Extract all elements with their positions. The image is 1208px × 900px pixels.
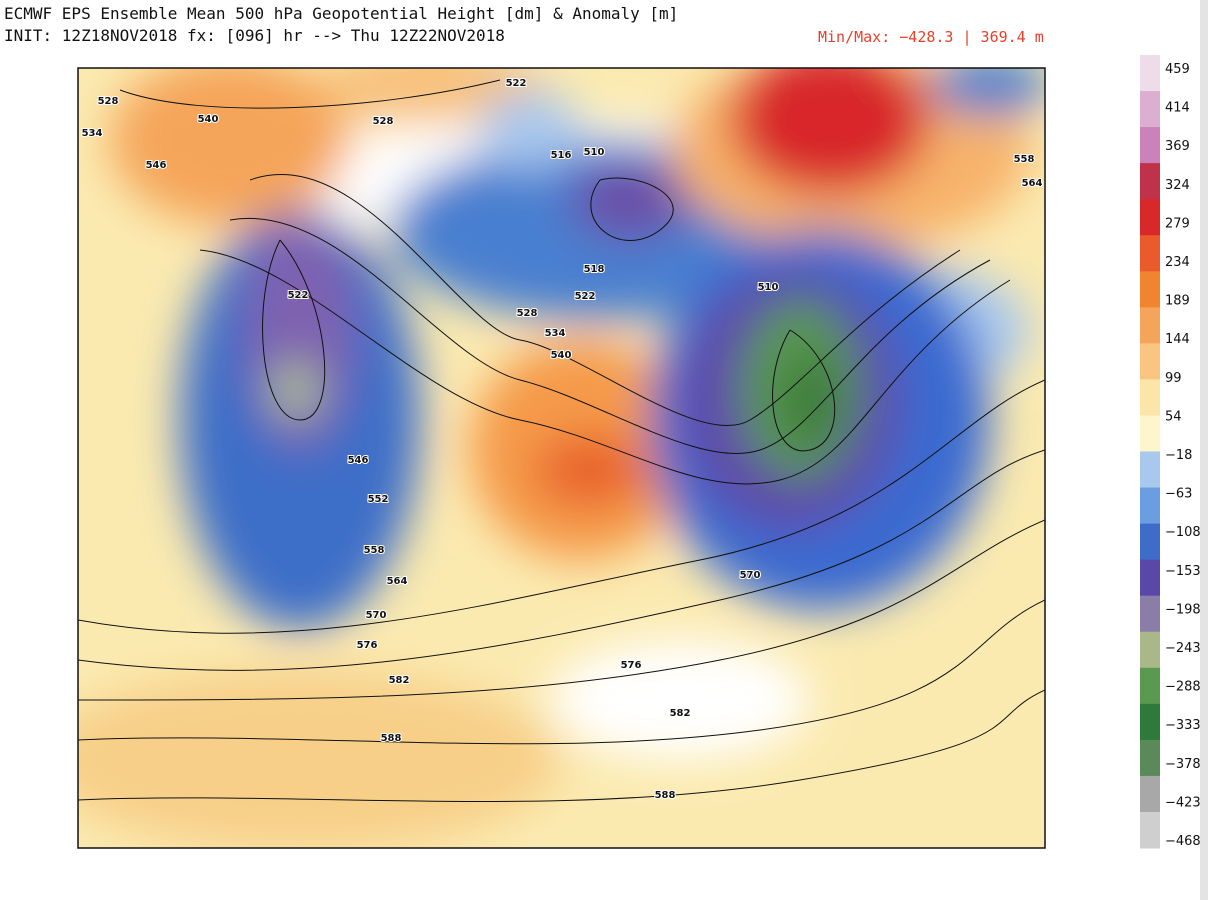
- colorbar-label: 414: [1165, 101, 1190, 116]
- contour-label: 540: [551, 350, 572, 361]
- colorbar-swatch: [1140, 667, 1160, 705]
- scrollbar: [1200, 0, 1208, 900]
- contour-label: 570: [366, 610, 387, 621]
- min-max: Min/Max: −428.3 | 369.4 m: [818, 28, 1044, 46]
- colorbar-label: 459: [1165, 62, 1190, 77]
- contour-label: 576: [621, 660, 642, 671]
- contour-label: 564: [387, 576, 408, 587]
- contour-label: 510: [584, 147, 605, 158]
- init-line: INIT: 12Z18NOV2018 fx: [096] hr --> Thu …: [4, 26, 505, 45]
- colorbar-label: −243: [1165, 641, 1201, 656]
- contour-label: 546: [146, 160, 167, 171]
- contour-label: 546: [348, 455, 369, 466]
- contour-label: 534: [545, 328, 566, 339]
- colorbar-label: −468: [1165, 834, 1201, 849]
- colorbar-swatch: [1140, 91, 1160, 128]
- contour-label: 534: [82, 128, 103, 139]
- contour-label: 516: [551, 150, 572, 161]
- colorbar-swatch: [1140, 199, 1160, 236]
- colorbar-label: 99: [1165, 371, 1182, 386]
- colorbar-label: 189: [1165, 294, 1190, 309]
- colorbar-swatch: [1140, 559, 1160, 597]
- colorbar-label: 279: [1165, 216, 1190, 231]
- colorbar-swatch: [1140, 235, 1160, 272]
- colorbar-label: 324: [1165, 178, 1190, 193]
- contour-label: 528: [517, 308, 538, 319]
- contour-label: 528: [98, 96, 119, 107]
- colorbar-label: 369: [1165, 139, 1190, 154]
- contour-label: 522: [506, 78, 527, 89]
- title: ECMWF EPS Ensemble Mean 500 hPa Geopoten…: [4, 4, 679, 23]
- colorbar-label: −108: [1165, 525, 1201, 540]
- contour-label: 522: [575, 291, 596, 302]
- colorbar-label: −153: [1165, 564, 1201, 579]
- colorbar-label: −288: [1165, 680, 1201, 695]
- contour-label: 518: [584, 264, 605, 275]
- contour-label: 564: [1022, 178, 1043, 189]
- colorbar-swatch: [1140, 379, 1160, 416]
- colorbar-label: −423: [1165, 795, 1201, 810]
- contours: [78, 79, 1045, 803]
- contour-label: 552: [368, 494, 389, 505]
- colorbar-swatch: [1140, 487, 1160, 525]
- colorbar-label: −333: [1165, 718, 1201, 733]
- contour-label: 582: [389, 675, 410, 686]
- contour-label: 588: [655, 790, 676, 801]
- contour-label: 528: [373, 116, 394, 127]
- contour-label: 570: [740, 570, 761, 581]
- colorbar-label: −198: [1165, 602, 1201, 617]
- contour-label: 510: [758, 282, 779, 293]
- colorbar-swatch: [1140, 343, 1160, 380]
- colorbar-swatch: [1140, 55, 1160, 92]
- colorbar-label: 144: [1165, 332, 1190, 347]
- contour-label: 588: [381, 733, 402, 744]
- contour-label: 558: [1014, 154, 1035, 165]
- colorbar-swatch: [1140, 415, 1160, 452]
- colorbar-label: −63: [1165, 487, 1192, 502]
- colorbar-label: −378: [1165, 757, 1201, 772]
- colorbar-swatch: [1140, 739, 1160, 777]
- contour-label: 576: [357, 640, 378, 651]
- colorbar-swatch: [1140, 163, 1160, 200]
- colorbar-swatch: [1140, 811, 1160, 849]
- anomaly-field: [78, 68, 1045, 848]
- colorbar-swatch: [1140, 703, 1160, 741]
- colorbar-label: 234: [1165, 255, 1190, 270]
- colorbar-swatch: [1140, 307, 1160, 344]
- contour-label: 540: [198, 114, 219, 125]
- map-frame: [77, 67, 1046, 849]
- colorbar-swatch: [1140, 523, 1160, 561]
- colorbar-label: 54: [1165, 409, 1182, 424]
- colorbar-swatch: [1140, 451, 1160, 489]
- colorbar-swatch: [1140, 595, 1160, 633]
- colorbar-swatch: [1140, 775, 1160, 813]
- contour-label: 582: [670, 708, 691, 719]
- contour-label: 558: [364, 545, 385, 556]
- contour-label: 522: [288, 290, 309, 301]
- colorbar-swatch: [1140, 631, 1160, 669]
- colorbar-swatch: [1140, 271, 1160, 308]
- colorbar-label: −18: [1165, 448, 1192, 463]
- colorbar-swatch: [1140, 127, 1160, 164]
